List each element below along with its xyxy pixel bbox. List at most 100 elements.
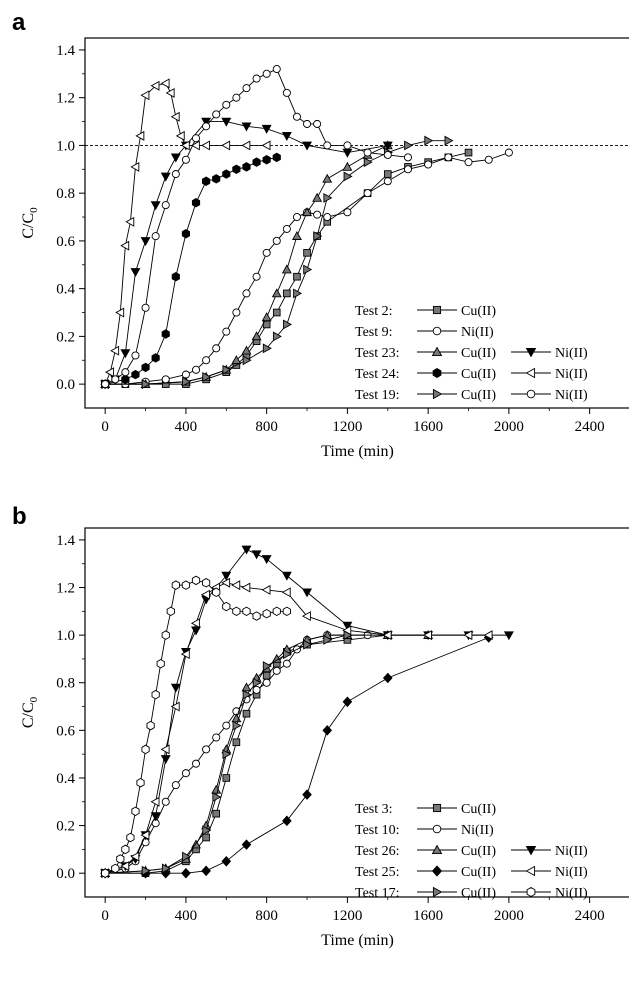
data-point <box>464 148 473 157</box>
data-point <box>201 865 211 877</box>
x-tick-label: 1200 <box>332 419 362 435</box>
data-point <box>141 865 151 876</box>
data-point <box>120 349 131 359</box>
legend-label: Cu(II) <box>461 886 496 901</box>
legend-test-label: Test 3: <box>355 802 393 817</box>
data-point <box>262 155 271 165</box>
data-point <box>171 580 180 590</box>
data-point <box>251 550 262 560</box>
data-point <box>202 176 211 186</box>
y-tick-label: 0.2 <box>56 329 75 345</box>
y-axis-label-subscript: 0 <box>28 696 40 702</box>
series-line <box>105 156 277 385</box>
panel-a-chart: a 0 400 800 1200 1600 2000 2400 0.0 0.2 0.4 0.6 0.8 1… <box>12 9 629 460</box>
data-point <box>170 683 181 693</box>
data-point <box>181 769 190 778</box>
data-point <box>232 164 241 175</box>
data-point <box>126 832 135 843</box>
legend-marker <box>432 388 443 400</box>
data-point <box>191 365 201 374</box>
data-point <box>323 192 333 203</box>
data-point <box>232 738 241 747</box>
data-point <box>312 192 323 202</box>
data-point <box>242 709 251 718</box>
data-point <box>180 649 190 660</box>
legend-label: Ni(II) <box>555 346 588 361</box>
data-point <box>241 839 252 850</box>
data-point <box>121 844 130 855</box>
data-point <box>190 618 200 629</box>
series-line <box>105 548 509 874</box>
data-point <box>483 630 493 641</box>
data-point <box>272 152 281 163</box>
data-point <box>282 224 291 233</box>
data-point <box>241 545 252 555</box>
data-point <box>212 792 222 802</box>
data-point <box>241 582 251 593</box>
y-axis-label: C/C0 <box>20 696 40 728</box>
y-tick-label: 0.8 <box>56 186 75 202</box>
data-point <box>262 343 272 354</box>
data-point <box>131 806 140 817</box>
data-point <box>140 90 150 101</box>
legend-label: Ni(II) <box>555 388 588 403</box>
data-point <box>281 571 292 581</box>
legend-label: Cu(II) <box>461 388 496 403</box>
data-point <box>322 725 333 736</box>
x-tick-label: 2000 <box>494 908 524 924</box>
legend-label: Cu(II) <box>461 367 496 382</box>
data-point <box>262 678 271 687</box>
data-point <box>121 368 130 377</box>
legend-label: Ni(II) <box>555 367 588 382</box>
plot-frame <box>84 37 629 409</box>
data-point <box>363 148 372 157</box>
data-point <box>202 825 212 836</box>
data-point <box>463 630 473 641</box>
legend-label: Cu(II) <box>461 865 496 880</box>
data-point <box>130 851 140 862</box>
data-point <box>181 580 191 590</box>
data-point <box>212 733 221 742</box>
data-point <box>241 122 252 132</box>
data-point <box>141 362 150 373</box>
data-point <box>302 141 313 151</box>
data-point <box>252 611 261 621</box>
data-point <box>212 174 221 184</box>
data-point <box>202 122 211 131</box>
y-tick-label: 0.6 <box>56 234 75 250</box>
data-point <box>161 375 170 384</box>
data-point <box>272 666 281 675</box>
data-point <box>291 231 302 240</box>
y-axis-label-main: C/C <box>20 213 37 239</box>
data-point <box>424 135 434 146</box>
x-tick-label: 1600 <box>413 419 443 435</box>
data-point <box>252 272 261 281</box>
series-line <box>104 121 388 385</box>
series-group <box>101 575 291 878</box>
legend-test-label: Test 17: <box>355 886 400 901</box>
data-point <box>342 621 353 631</box>
data-point <box>170 111 180 122</box>
y-tick-label: 1.4 <box>56 533 75 549</box>
data-point <box>252 685 261 694</box>
data-point <box>222 601 231 612</box>
data-point <box>161 329 170 339</box>
data-point <box>303 639 313 650</box>
data-point <box>181 867 191 879</box>
data-point <box>232 720 242 731</box>
data-point <box>212 344 221 353</box>
legend-test-label: Test 26: <box>355 844 400 859</box>
data-point <box>272 236 281 245</box>
data-point <box>282 88 291 97</box>
data-point <box>212 110 221 119</box>
data-point <box>232 308 241 317</box>
data-point <box>343 630 353 641</box>
legend-marker <box>525 865 536 877</box>
legend-marker <box>432 886 443 898</box>
legend-label: Cu(II) <box>461 844 496 859</box>
data-point <box>146 720 155 731</box>
data-point <box>313 231 323 242</box>
data-point <box>283 319 292 330</box>
data-point <box>140 237 151 247</box>
data-point <box>343 141 352 150</box>
